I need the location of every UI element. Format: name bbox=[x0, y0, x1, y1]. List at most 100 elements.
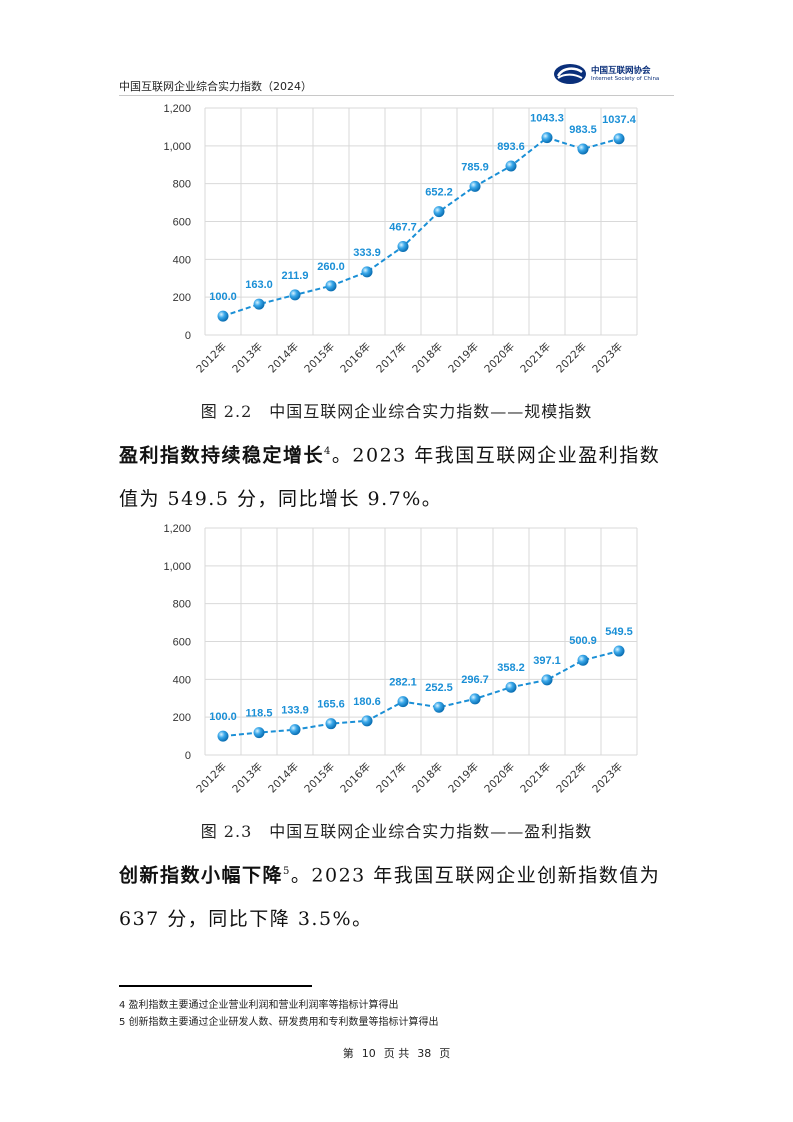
data-label: 652.2 bbox=[425, 187, 453, 199]
data-label: 180.6 bbox=[353, 696, 381, 708]
data-point bbox=[505, 681, 517, 693]
y-tick-label: 1,200 bbox=[163, 103, 191, 115]
data-point bbox=[433, 206, 445, 218]
paragraph-heading: 盈利指数持续稳定增长 bbox=[119, 444, 325, 467]
data-label: 983.5 bbox=[569, 124, 597, 136]
paragraph-text: 。2023 年我国互联网企业盈利指数值为 549.5 分，同比增长 9.7%。 bbox=[119, 444, 661, 511]
data-point bbox=[253, 298, 265, 310]
data-label: 333.9 bbox=[353, 247, 381, 259]
scale-index-chart: 0 200 400 600 800 1,000 1,200 100.0 2012年 163.0 20… bbox=[163, 103, 638, 376]
data-label: 1037.4 bbox=[602, 114, 637, 126]
data-label: 165.6 bbox=[317, 699, 345, 711]
y-tick-label: 200 bbox=[173, 712, 191, 724]
x-tick-label: 2023年 bbox=[590, 340, 626, 376]
y-tick-label: 600 bbox=[173, 217, 191, 229]
y-tick-label: 1,200 bbox=[163, 523, 191, 535]
x-tick-label: 2019年 bbox=[446, 340, 482, 376]
x-tick-label: 2021年 bbox=[518, 760, 554, 796]
y-tick-label: 400 bbox=[173, 254, 191, 266]
y-tick-label: 1,000 bbox=[163, 561, 191, 573]
paragraph-heading: 创新指数小幅下降 bbox=[119, 864, 284, 887]
y-tick-label: 200 bbox=[173, 292, 191, 304]
org-logo: 中国互联网协会 Internet Society of China bbox=[553, 62, 663, 88]
header-divider bbox=[119, 95, 674, 96]
x-tick-label: 2017年 bbox=[374, 760, 410, 796]
data-point bbox=[613, 645, 625, 657]
data-label: 252.5 bbox=[425, 682, 453, 694]
data-label: 358.2 bbox=[497, 662, 525, 674]
footnote-separator bbox=[119, 985, 312, 987]
logo-text-en: Internet Society of China bbox=[591, 76, 660, 82]
data-point bbox=[541, 674, 553, 686]
data-label: 500.9 bbox=[569, 635, 597, 647]
isc-logo-icon bbox=[554, 64, 586, 84]
footnote-5: 5 创新指数主要通过企业研发人数、研发费用和专利数量等指标计算得出 bbox=[119, 1017, 439, 1028]
x-tick-label: 2019年 bbox=[446, 760, 482, 796]
data-point bbox=[253, 727, 265, 739]
x-tick-label: 2016年 bbox=[338, 760, 374, 796]
data-label: 785.9 bbox=[461, 161, 489, 173]
y-tick-label: 400 bbox=[173, 674, 191, 686]
data-label: 133.9 bbox=[281, 705, 309, 717]
data-point bbox=[433, 701, 445, 713]
page-current: 10 bbox=[361, 1047, 376, 1060]
data-label: 282.1 bbox=[389, 677, 417, 689]
data-point bbox=[325, 280, 337, 292]
data-label: 118.5 bbox=[246, 708, 273, 720]
figure-caption-2-3: 图 2.3 中国互联网企业综合实力指数——盈利指数 bbox=[200, 822, 593, 841]
y-tick-label: 0 bbox=[185, 330, 191, 342]
data-label: 893.6 bbox=[497, 141, 525, 153]
x-tick-label: 2012年 bbox=[194, 340, 230, 376]
data-point bbox=[397, 696, 409, 708]
data-point bbox=[469, 180, 481, 192]
x-tick-label: 2018年 bbox=[410, 340, 446, 376]
data-label: 549.5 bbox=[605, 626, 633, 638]
y-tick-label: 0 bbox=[185, 750, 191, 762]
data-label: 1043.3 bbox=[530, 113, 564, 125]
data-point bbox=[361, 715, 373, 727]
x-tick-label: 2015年 bbox=[302, 340, 338, 376]
data-point bbox=[289, 289, 301, 301]
series-line bbox=[222, 650, 620, 738]
x-tick-label: 2018年 bbox=[410, 760, 446, 796]
y-tick-label: 1,000 bbox=[163, 141, 191, 153]
footnote-ref-4: 4 bbox=[324, 446, 332, 457]
x-tick-label: 2020年 bbox=[482, 760, 518, 796]
data-label: 211.9 bbox=[282, 270, 309, 282]
logo-text-cn: 中国互联网协会 bbox=[591, 66, 651, 76]
data-point bbox=[469, 693, 481, 705]
data-point bbox=[577, 654, 589, 666]
x-tick-label: 2017年 bbox=[374, 340, 410, 376]
data-label: 296.7 bbox=[461, 674, 489, 686]
data-label: 100.0 bbox=[209, 711, 237, 723]
data-label: 467.7 bbox=[389, 222, 417, 234]
x-tick-label: 2022年 bbox=[554, 760, 590, 796]
x-tick-label: 2014年 bbox=[266, 340, 302, 376]
paragraph-text: 。2023 年我国互联网企业创新指数值为 637 分，同比下降 3.5%。 bbox=[119, 864, 661, 931]
data-point bbox=[361, 266, 373, 278]
y-tick-label: 800 bbox=[173, 599, 191, 611]
data-point bbox=[217, 730, 229, 742]
profit-index-chart: 0 200 400 600 800 1,000 1,200 100.0 2012年 118.5 20… bbox=[163, 523, 638, 796]
x-tick-label: 2015年 bbox=[302, 760, 338, 796]
x-tick-label: 2021年 bbox=[518, 340, 554, 376]
y-tick-label: 600 bbox=[173, 637, 191, 649]
x-tick-label: 2023年 bbox=[590, 760, 626, 796]
x-tick-label: 2016年 bbox=[338, 340, 374, 376]
footnote-4: 4 盈利指数主要通过企业营业利润和营业利润率等指标计算得出 bbox=[119, 1000, 399, 1011]
paragraph-innovation-index: 创新指数小幅下降5。2023 年我国互联网企业创新指数值为 637 分，同比下降… bbox=[119, 850, 679, 941]
data-point bbox=[505, 160, 517, 172]
data-label: 100.0 bbox=[209, 291, 237, 303]
data-label: 163.0 bbox=[245, 279, 273, 291]
data-point bbox=[577, 143, 589, 155]
x-tick-label: 2013年 bbox=[230, 340, 266, 376]
data-point bbox=[613, 133, 625, 145]
y-tick-label: 800 bbox=[173, 179, 191, 191]
x-tick-label: 2014年 bbox=[266, 760, 302, 796]
data-point bbox=[289, 724, 301, 736]
footnote-ref-5: 5 bbox=[283, 866, 291, 877]
data-point bbox=[217, 310, 229, 322]
page-total: 38 bbox=[417, 1047, 432, 1060]
page-header-title: 中国互联网企业综合实力指数（2024） bbox=[119, 80, 312, 93]
x-tick-label: 2012年 bbox=[194, 760, 230, 796]
